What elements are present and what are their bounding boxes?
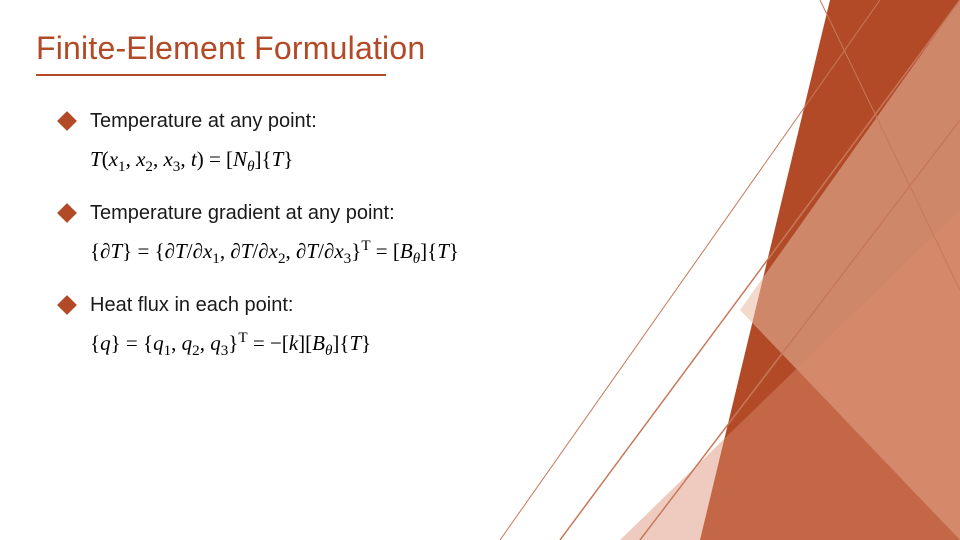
decor-line-4 bbox=[820, 0, 960, 290]
diamond-bullet-icon bbox=[57, 203, 77, 223]
title-underline bbox=[36, 74, 386, 76]
equation-3: {q} = {q1, q2, q3}T = −[k][Bθ]{T} bbox=[90, 331, 820, 356]
slide-content: Temperature at any point: T(x1, x2, x3, … bbox=[60, 108, 820, 384]
equation-2: {∂T} = {∂T/∂x1, ∂T/∂x2, ∂T/∂x3}T = [Bθ]{… bbox=[90, 239, 820, 264]
equation-1: T(x1, x2, x3, t) = [Nθ]{T} bbox=[90, 147, 820, 172]
bullet-text: Temperature at any point: bbox=[90, 108, 317, 135]
diamond-bullet-icon bbox=[57, 295, 77, 315]
bullet-item: Heat flux in each point: bbox=[60, 292, 820, 319]
bullet-text: Temperature gradient at any point: bbox=[90, 200, 395, 227]
bullet-item: Temperature gradient at any point: bbox=[60, 200, 820, 227]
diamond-bullet-icon bbox=[57, 111, 77, 131]
bullet-item: Temperature at any point: bbox=[60, 108, 820, 135]
slide-title: Finite-Element Formulation bbox=[36, 30, 425, 67]
bullet-text: Heat flux in each point: bbox=[90, 292, 293, 319]
slide: Finite-Element Formulation Temperature a… bbox=[0, 0, 960, 540]
